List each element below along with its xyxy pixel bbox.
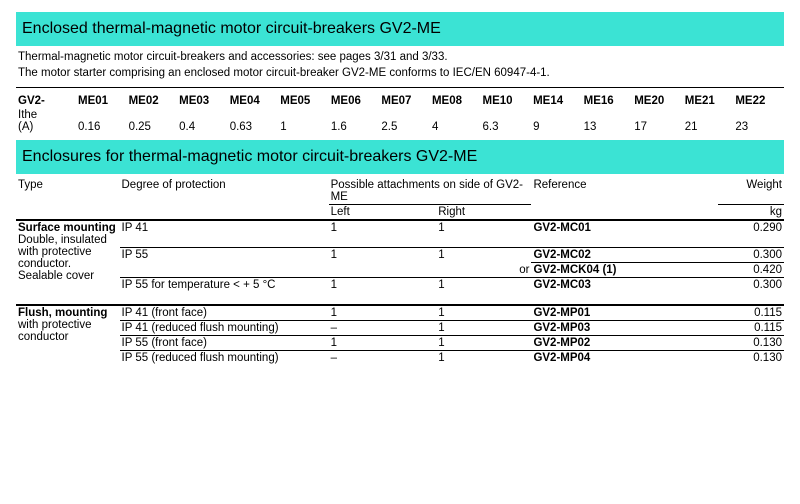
cell-left: 1 <box>329 336 437 351</box>
cell-wt: 0.290 <box>718 220 784 235</box>
section-header-1: Enclosed thermal-magnetic motor circuit-… <box>16 12 784 46</box>
cell-left: 1 <box>329 248 437 263</box>
type-surface: Surface mounting Double, insulated with … <box>16 220 120 305</box>
type-flush: Flush, mounting with protective conducto… <box>16 305 120 365</box>
cell-ref: GV2-MP03 <box>531 321 717 336</box>
cell-wt: 0.115 <box>718 321 784 336</box>
cell-wt: 0.300 <box>718 278 784 293</box>
cell-right: 1 <box>436 248 531 263</box>
cell-prot: IP 41 (reduced flush mounting) <box>120 321 329 336</box>
cell-left: – <box>329 321 437 336</box>
cell-prot: IP 41 (front face) <box>120 305 329 321</box>
type-surface-label: Surface mounting <box>18 222 116 234</box>
cell-ref: GV2-MC02 <box>531 248 717 263</box>
cell-prot: IP 55 for temperature < + 5 °C <box>120 278 329 293</box>
cell-ref: GV2-MCK04 (1) <box>531 263 717 278</box>
cell-ref: GV2-MC03 <box>531 278 717 293</box>
type-surface-sub: Double, insulated with protective conduc… <box>18 234 107 282</box>
type-flush-label: Flush, mounting <box>18 307 107 319</box>
type-flush-sub: with protective conductor <box>18 319 92 343</box>
col-wt-header: Weight <box>718 178 784 205</box>
cell-left: 1 <box>329 305 437 321</box>
cell-ref: GV2-MP01 <box>531 305 717 321</box>
cell-or: or <box>436 263 531 278</box>
cell-wt: 0.420 <box>718 263 784 278</box>
cell-ref: GV2-MP02 <box>531 336 717 351</box>
enclosures-table: Type Degree of protection Possible attac… <box>16 178 784 365</box>
col-kg-header: kg <box>718 205 784 221</box>
cell-wt: 0.130 <box>718 336 784 351</box>
cell-right: 1 <box>436 305 531 321</box>
cell-left: – <box>329 351 437 366</box>
col-att-header: Possible attachments on side of GV2-ME <box>329 178 532 205</box>
cell-left: 1 <box>329 278 437 293</box>
cell-prot: IP 41 <box>120 220 329 235</box>
cell-right: 1 <box>436 351 531 366</box>
cell-ref: GV2-MC01 <box>531 220 717 235</box>
section-subtext: Thermal-magnetic motor circuit-breakers … <box>16 50 784 81</box>
divider <box>16 87 784 88</box>
cell-prot: IP 55 (reduced flush mounting) <box>120 351 329 366</box>
col-type-header: Type <box>16 178 120 205</box>
cell-wt: 0.130 <box>718 351 784 366</box>
cell-right: 1 <box>436 321 531 336</box>
ith-label: Ithe (A) <box>16 108 76 134</box>
section-header-2: Enclosures for thermal-magnetic motor ci… <box>16 140 784 174</box>
cell-right: 1 <box>436 220 531 235</box>
cell-wt: 0.115 <box>718 305 784 321</box>
ratings-table: GV2- ME01 ME02 ME03 ME04 ME05 ME06 ME07 … <box>16 94 784 134</box>
col-ref-header: Reference <box>531 178 717 205</box>
col-prot-header: Degree of protection <box>120 178 329 205</box>
cell-left: 1 <box>329 220 437 235</box>
cell-wt: 0.300 <box>718 248 784 263</box>
col-right-header: Right <box>436 205 531 221</box>
col-left-header: Left <box>329 205 437 221</box>
cell-right: 1 <box>436 278 531 293</box>
ratings-rowlabel: GV2- <box>16 94 76 108</box>
cell-prot: IP 55 <box>120 248 329 263</box>
cell-right: 1 <box>436 336 531 351</box>
cell-ref: GV2-MP04 <box>531 351 717 366</box>
cell-prot: IP 55 (front face) <box>120 336 329 351</box>
